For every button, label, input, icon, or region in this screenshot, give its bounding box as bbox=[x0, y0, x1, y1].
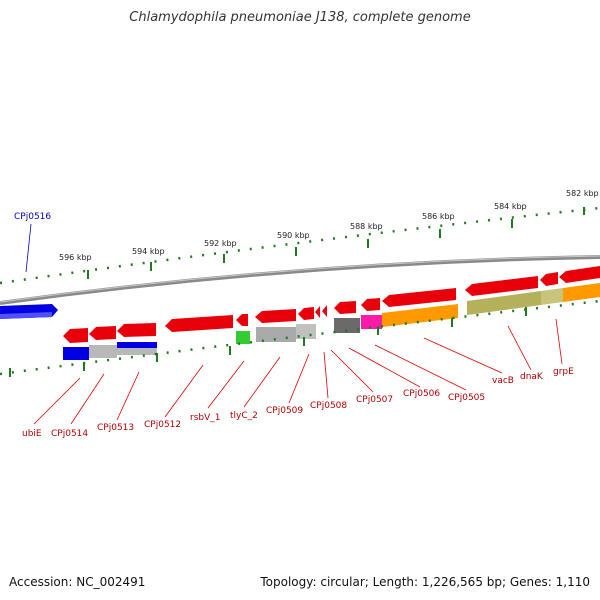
feature-orange bbox=[382, 304, 458, 327]
genome-summary-text: Topology: circular; Length: 1,226,565 bp… bbox=[260, 575, 590, 589]
gene-labels: CPj0516 ubiE CPj0514 CPj0513 CPj0512 rsb… bbox=[14, 212, 574, 439]
inner-major-ticks bbox=[9, 307, 527, 377]
gene-label[interactable]: CPj0514 bbox=[51, 429, 88, 439]
feature-band bbox=[63, 283, 600, 360]
feature-grey-lower bbox=[117, 348, 157, 355]
feature-orange bbox=[563, 283, 600, 302]
gene-vacB[interactable] bbox=[465, 276, 538, 296]
tick-label: 588 kbp bbox=[350, 222, 383, 231]
feature-magenta bbox=[361, 315, 382, 329]
gene-CPj0507[interactable] bbox=[334, 301, 356, 314]
gene-CPj0509[interactable] bbox=[298, 307, 314, 320]
gene-rsbV_1[interactable] bbox=[236, 314, 248, 326]
gene-label[interactable]: CPj0516 bbox=[14, 212, 51, 222]
feature-darkgrey bbox=[334, 318, 360, 333]
gene-ubiE[interactable] bbox=[63, 328, 88, 343]
gene-dnaK[interactable] bbox=[540, 272, 558, 286]
feature-blue-grey bbox=[117, 342, 157, 348]
outer-tick-track bbox=[0, 206, 600, 285]
feature-olive-light bbox=[541, 288, 563, 305]
gene-label[interactable]: CPj0509 bbox=[266, 406, 303, 416]
gene-label[interactable]: rsbV_1 bbox=[190, 413, 221, 423]
accession-text: Accession: NC_002491 bbox=[9, 575, 146, 589]
gene-CPj0513[interactable] bbox=[117, 323, 156, 337]
gene-label[interactable]: CPj0512 bbox=[144, 420, 181, 430]
gene-label[interactable]: tlyC_2 bbox=[230, 411, 258, 421]
tick-label: 594 kbp bbox=[132, 247, 165, 256]
feature-olive bbox=[467, 291, 541, 315]
gene-label[interactable]: CPj0513 bbox=[97, 423, 134, 433]
tick-label: 590 kbp bbox=[277, 231, 310, 240]
gene-CPj0514[interactable] bbox=[89, 326, 116, 340]
ruler-labels: 582 kbp 584 kbp 586 kbp 588 kbp 590 kbp … bbox=[59, 189, 599, 262]
reverse-strand-genes bbox=[63, 266, 600, 343]
feature-green bbox=[236, 331, 250, 344]
gene-label[interactable]: CPj0505 bbox=[448, 393, 485, 403]
gene-CPj0508b[interactable] bbox=[322, 305, 327, 317]
label-leaders bbox=[25, 223, 563, 425]
gene-CPj0512[interactable] bbox=[165, 315, 233, 332]
gene-label[interactable]: grpE bbox=[553, 367, 574, 377]
gene-label[interactable]: vacB bbox=[492, 376, 514, 386]
page-title: Chlamydophila pneumoniae J138, complete … bbox=[129, 10, 471, 25]
tick-label: 596 kbp bbox=[59, 253, 92, 262]
gene-CPj0505[interactable] bbox=[382, 288, 456, 307]
feature-blue bbox=[63, 347, 89, 360]
gene-CPj0506[interactable] bbox=[361, 298, 380, 311]
outer-major-ticks bbox=[87, 207, 585, 279]
gene-label[interactable]: dnaK bbox=[520, 372, 544, 382]
genome-backbone bbox=[0, 255, 600, 305]
tick-label: 592 kbp bbox=[204, 239, 237, 248]
gene-grpE[interactable] bbox=[559, 266, 600, 283]
gene-label[interactable]: CPj0507 bbox=[356, 395, 393, 405]
tick-label: 582 kbp bbox=[566, 189, 599, 198]
tick-label: 586 kbp bbox=[422, 212, 455, 221]
tick-label: 584 kbp bbox=[494, 202, 527, 211]
genome-backbone-highlight bbox=[0, 255, 600, 303]
gene-label[interactable]: CPj0506 bbox=[403, 389, 440, 399]
feature-grey bbox=[89, 345, 117, 358]
gene-CPj0508a[interactable] bbox=[315, 306, 320, 318]
gene-label[interactable]: CPj0508 bbox=[310, 401, 347, 411]
gene-tlyC_2[interactable] bbox=[255, 309, 296, 323]
gene-label[interactable]: ubiE bbox=[22, 429, 42, 439]
gene-shade bbox=[0, 312, 52, 319]
